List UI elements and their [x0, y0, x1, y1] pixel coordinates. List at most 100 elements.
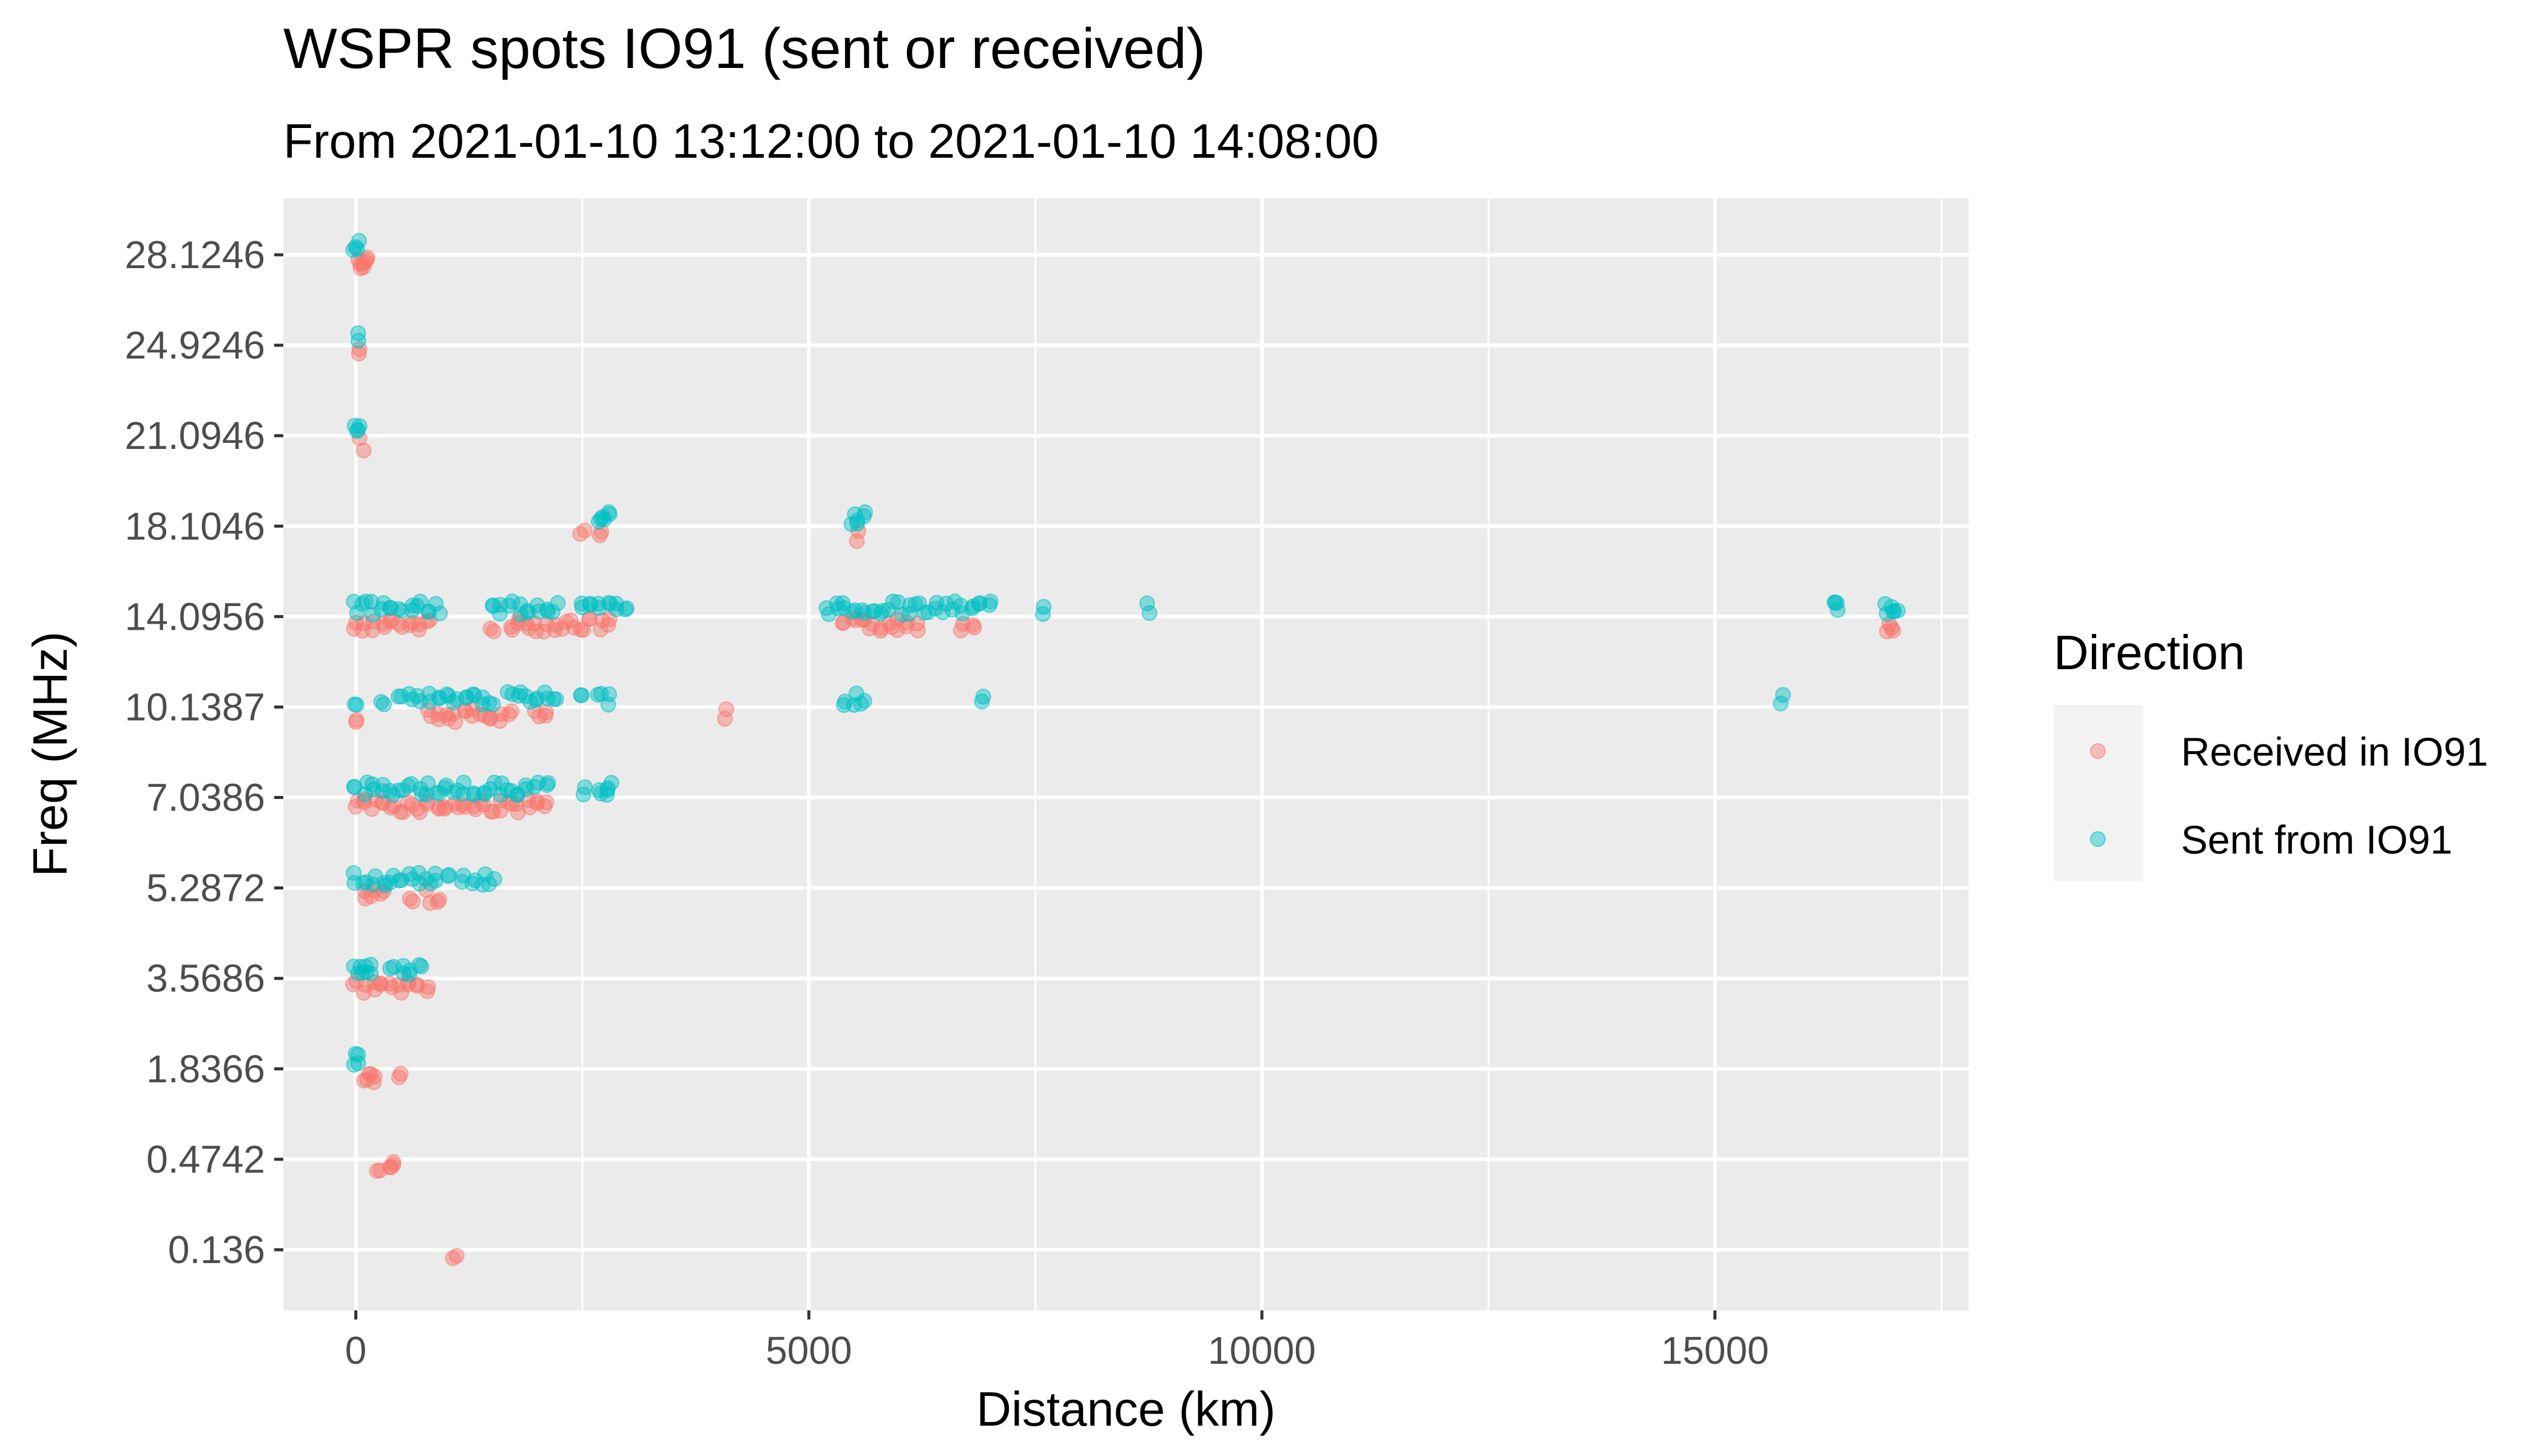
received-point	[411, 621, 427, 638]
received-point	[716, 710, 733, 727]
sent-point	[1036, 599, 1052, 615]
sent-point	[601, 686, 618, 703]
received-point	[431, 801, 447, 817]
x-axis: 0 5000 10000 15000	[345, 1310, 1769, 1372]
received-point	[562, 612, 579, 629]
y-tick-label: 28.1246	[125, 233, 265, 277]
sent-point	[481, 695, 497, 711]
sent-point	[544, 604, 561, 620]
sent-point	[402, 962, 418, 979]
sent-point	[602, 596, 619, 612]
sent-point	[539, 690, 556, 707]
legend-label: Sent from IO91	[2181, 817, 2453, 862]
received-point	[436, 801, 453, 817]
received-point	[472, 706, 488, 723]
sent-point	[550, 595, 566, 611]
sent-point	[902, 605, 918, 622]
sent-point	[445, 694, 462, 710]
sent-point	[944, 602, 960, 618]
received-point	[538, 794, 554, 811]
sent-point	[465, 686, 482, 703]
sent-point	[437, 780, 453, 796]
sent-point	[421, 686, 437, 702]
data-points	[345, 232, 1906, 1266]
x-tick-label: 15000	[1661, 1329, 1769, 1372]
sent-point	[539, 777, 555, 794]
sent-point	[350, 1046, 366, 1063]
received-point	[966, 619, 982, 636]
legend-key-background	[2054, 705, 2143, 881]
chart-title: WSPR spots IO91 (sent or received)	[283, 16, 1205, 80]
sent-point	[573, 687, 590, 704]
sent-point	[345, 864, 362, 881]
received-point	[430, 894, 446, 910]
sent-point	[373, 694, 389, 710]
sent-point	[348, 696, 365, 713]
received-point	[405, 893, 421, 909]
received-point	[576, 522, 593, 539]
x-tick-label: 5000	[766, 1329, 852, 1372]
sent-point	[428, 596, 444, 612]
legend-title: Direction	[2054, 625, 2245, 679]
sent-point	[403, 776, 419, 792]
received-point	[402, 891, 418, 907]
received-point	[385, 1157, 402, 1173]
sent-point	[349, 605, 365, 621]
sent-point	[857, 504, 873, 521]
y-tick-label: 0.136	[168, 1228, 265, 1272]
sent-point	[365, 607, 381, 623]
received-point	[359, 252, 375, 268]
received-point	[366, 1068, 383, 1085]
legend-label: Received in IO91	[2181, 729, 2488, 774]
sent-point	[1139, 595, 1155, 612]
y-tick-label: 5.2872	[146, 866, 265, 910]
sent-point	[350, 1055, 366, 1071]
x-tick-label: 0	[345, 1329, 367, 1372]
sent-point	[548, 691, 564, 707]
sent-point	[866, 603, 883, 619]
sent-point	[885, 593, 901, 610]
sent-point	[603, 775, 619, 791]
received-point	[351, 345, 367, 362]
received-point	[348, 712, 365, 728]
sent-point	[1830, 602, 1846, 618]
received-point	[393, 1065, 409, 1082]
y-axis: 0.136 0.4742 1.8366 3.5686 5.2872 7.0386 10.13…	[125, 233, 283, 1272]
sent-point	[432, 605, 448, 622]
received-point	[356, 442, 372, 459]
x-axis-title: Distance (km)	[976, 1382, 1275, 1436]
y-tick-label: 21.0946	[125, 414, 265, 457]
sent-point	[382, 783, 398, 799]
sent-point	[500, 598, 517, 614]
sent-point	[1773, 695, 1789, 712]
legend-key	[2090, 831, 2106, 847]
received-point	[835, 615, 851, 632]
sent-point	[982, 593, 999, 610]
sent-point	[1141, 605, 1158, 621]
y-tick-label: 1.8366	[146, 1047, 265, 1091]
sent-point	[376, 696, 392, 712]
received-point	[420, 979, 436, 996]
x-tick-label: 10000	[1208, 1329, 1316, 1372]
sent-point	[349, 423, 365, 439]
plot-panel	[283, 198, 1969, 1310]
sent-point	[354, 596, 371, 612]
received-point	[538, 707, 554, 724]
sent-point	[401, 966, 417, 982]
sent-point	[935, 604, 951, 621]
sent-point	[835, 595, 851, 612]
sent-point	[390, 782, 406, 798]
legend-key	[2090, 743, 2106, 759]
sent-point	[852, 695, 869, 712]
received-point	[600, 617, 616, 633]
sent-point	[599, 782, 616, 798]
sent-point	[427, 866, 443, 882]
legend: Direction Received in IO91 Sent from IO91	[2054, 625, 2488, 881]
y-tick-label: 10.1387	[125, 685, 265, 729]
sent-point	[601, 506, 618, 522]
sent-point	[617, 601, 633, 618]
received-point	[909, 622, 926, 639]
y-tick-label: 14.0956	[125, 595, 265, 638]
sent-point	[363, 965, 379, 982]
